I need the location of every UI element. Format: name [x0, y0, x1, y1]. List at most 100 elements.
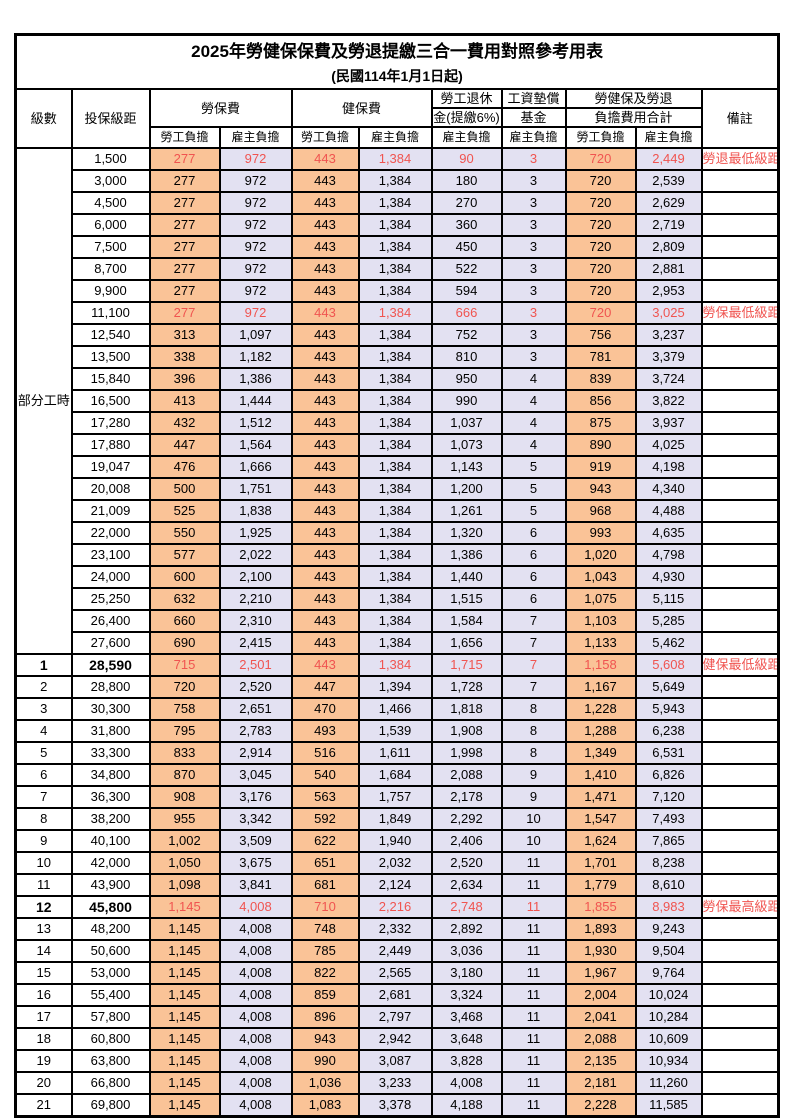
cell-remark	[700, 741, 780, 765]
cell-labor-employee: 720	[148, 675, 221, 699]
cell-total-employee: 1,020	[564, 543, 637, 567]
cell-labor-employer: 2,022	[218, 543, 293, 567]
cell-pension-employer: 1,143	[430, 455, 503, 479]
cell-bracket: 60,800	[70, 1027, 151, 1051]
cell-labor-employee: 1,098	[148, 873, 221, 897]
cell-total-employer: 8,983	[634, 895, 703, 919]
cell-pension-employer: 522	[430, 257, 503, 281]
cell-remark: 健保最低級距	[700, 653, 780, 677]
cell-pension-employer: 180	[430, 169, 503, 193]
cell-labor-employee: 277	[148, 169, 221, 193]
cell-wage-fund-employer: 11	[500, 1005, 567, 1029]
cell-remark	[700, 851, 780, 875]
cell-labor-employer: 1,666	[218, 455, 293, 479]
cell-total-employee: 890	[564, 433, 637, 457]
cell-wage-fund-employer: 3	[500, 213, 567, 237]
cell-total-employer: 6,826	[634, 763, 703, 787]
cell-remark	[700, 1027, 780, 1051]
cell-health-employee: 592	[290, 807, 360, 831]
cell-labor-employer: 4,008	[218, 917, 293, 941]
cell-health-employee: 443	[290, 499, 360, 523]
table-row: 20 66,800 1,145 4,008 1,036 3,233 4,008 11 2,181…	[14, 1071, 780, 1095]
cell-remark: 勞退最低級距	[700, 147, 780, 171]
cell-health-employer: 1,384	[357, 587, 433, 611]
cell-level: 5	[14, 741, 73, 765]
cell-pension-employer: 990	[430, 389, 503, 413]
cell-labor-employer: 972	[218, 301, 293, 325]
col-header-total-line2: 負擔費用合計	[564, 107, 703, 128]
cell-remark	[700, 543, 780, 567]
cell-health-employer: 1,384	[357, 279, 433, 303]
table-row: 19,047 476 1,666 443 1,384 1,143 5 919 4,198	[16, 455, 780, 479]
cell-health-employee: 443	[290, 213, 360, 237]
cell-pension-employer: 450	[430, 235, 503, 259]
cell-labor-employer: 3,176	[218, 785, 293, 809]
cell-bracket: 24,000	[70, 565, 151, 589]
cell-bracket: 20,008	[70, 477, 151, 501]
cell-wage-fund-employer: 6	[500, 565, 567, 589]
cell-remark	[700, 367, 780, 391]
cell-labor-employer: 972	[218, 235, 293, 259]
table-row: 21,009 525 1,838 443 1,384 1,261 5 968 4,488	[16, 499, 780, 523]
cell-health-employee: 443	[290, 565, 360, 589]
cell-health-employee: 785	[290, 939, 360, 963]
cell-labor-employer: 3,342	[218, 807, 293, 831]
col-header-labor-insurance: 勞保費	[148, 88, 293, 128]
cell-total-employee: 720	[564, 213, 637, 237]
cell-remark	[700, 389, 780, 413]
cell-total-employee: 720	[564, 191, 637, 215]
col-header-pension-line2: 金(提繳6%)	[430, 107, 503, 128]
cell-bracket: 43,900	[70, 873, 151, 897]
cell-total-employee: 968	[564, 499, 637, 523]
cell-pension-employer: 1,200	[430, 477, 503, 501]
cell-health-employer: 2,449	[357, 939, 433, 963]
cell-total-employer: 5,943	[634, 697, 703, 721]
cell-health-employee: 1,036	[290, 1071, 360, 1095]
cell-pension-employer: 3,648	[430, 1027, 503, 1051]
cell-labor-employer: 3,509	[218, 829, 293, 853]
cell-wage-fund-employer: 11	[500, 1093, 567, 1118]
cell-level: 16	[14, 983, 73, 1007]
cell-bracket: 33,300	[70, 741, 151, 765]
cell-pension-employer: 2,634	[430, 873, 503, 897]
table-row: 4,500 277 972 443 1,384 270 3 720 2,629	[16, 191, 780, 215]
cell-total-employee: 2,004	[564, 983, 637, 1007]
cell-total-employee: 720	[564, 301, 637, 325]
table-row: 8 38,200 955 3,342 592 1,849 2,292 10 1,547 7,493	[14, 807, 780, 831]
cell-wage-fund-employer: 11	[500, 939, 567, 963]
cell-pension-employer: 1,037	[430, 411, 503, 435]
table-row: 19 63,800 1,145 4,008 990 3,087 3,828 11 2,135 10…	[14, 1049, 780, 1073]
cell-bracket: 50,600	[70, 939, 151, 963]
cell-total-employer: 10,284	[634, 1005, 703, 1029]
cell-total-employer: 2,719	[634, 213, 703, 237]
page-subtitle: (民國114年1月1日起)	[331, 68, 463, 84]
cell-remark	[700, 1049, 780, 1073]
cell-total-employee: 2,228	[564, 1093, 637, 1118]
cell-wage-fund-employer: 11	[500, 917, 567, 941]
cell-health-employee: 443	[290, 367, 360, 391]
cell-level: 10	[14, 851, 73, 875]
table-row: 18 60,800 1,145 4,008 943 2,942 3,648 11 2,088 10…	[14, 1027, 780, 1051]
cell-wage-fund-employer: 3	[500, 279, 567, 303]
cell-remark	[700, 565, 780, 589]
cell-wage-fund-employer: 8	[500, 719, 567, 743]
cell-level: 20	[14, 1071, 73, 1095]
cell-bracket: 21,009	[70, 499, 151, 523]
cell-remark	[700, 961, 780, 985]
cell-health-employer: 1,384	[357, 455, 433, 479]
cell-labor-employee: 396	[148, 367, 221, 391]
cell-pension-employer: 1,908	[430, 719, 503, 743]
cell-total-employee: 1,075	[564, 587, 637, 611]
cell-remark	[700, 235, 780, 259]
cell-wage-fund-employer: 3	[500, 301, 567, 325]
cell-labor-employee: 432	[148, 411, 221, 435]
cell-labor-employee: 632	[148, 587, 221, 611]
cell-total-employee: 1,779	[564, 873, 637, 897]
cell-remark	[700, 983, 780, 1007]
cell-total-employer: 9,764	[634, 961, 703, 985]
cell-bracket: 23,100	[70, 543, 151, 567]
table-row: 13 48,200 1,145 4,008 748 2,332 2,892 11 1,893 9,…	[14, 917, 780, 941]
cell-wage-fund-employer: 3	[500, 323, 567, 347]
cell-health-employer: 2,565	[357, 961, 433, 985]
cell-labor-employee: 870	[148, 763, 221, 787]
